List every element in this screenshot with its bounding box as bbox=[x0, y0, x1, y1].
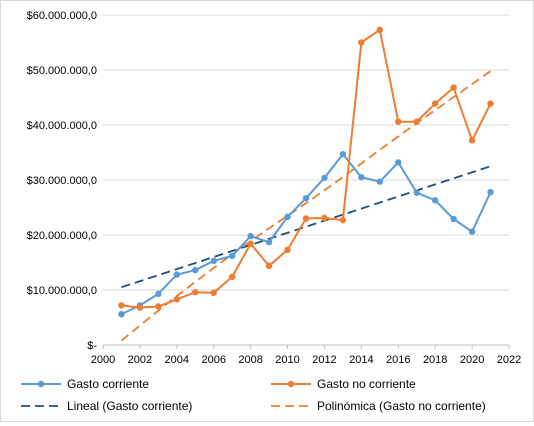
legend-label: Gasto no corriente bbox=[317, 377, 416, 391]
point-gasto-corriente bbox=[487, 188, 494, 196]
point-gasto-corriente bbox=[118, 311, 125, 318]
y-tick-label: $10.000.000,0 bbox=[27, 285, 97, 297]
x-tick-label: 2020 bbox=[460, 354, 484, 366]
point-gasto-no-corriente bbox=[136, 304, 144, 311]
grid-lines bbox=[103, 14, 509, 346]
point-gasto-no-corriente bbox=[339, 216, 347, 224]
legend: Gasto corriente Gasto no corriente Lineal … bbox=[21, 377, 486, 413]
point-gasto-corriente bbox=[192, 267, 199, 274]
point-gasto-corriente bbox=[321, 174, 328, 181]
point-gasto-corriente bbox=[395, 159, 402, 166]
trendlines bbox=[120, 70, 492, 342]
point-gasto-no-corriente bbox=[265, 262, 273, 269]
point-gasto-corriente bbox=[302, 194, 310, 202]
y-tick-label: $60.000.000,0 bbox=[27, 10, 97, 22]
y-tick-label: $- bbox=[87, 340, 97, 352]
legend-polinomica: Polinómica (Gasto no corriente) bbox=[271, 399, 486, 413]
point-gasto-corriente bbox=[155, 290, 162, 298]
point-gasto-corriente bbox=[228, 252, 236, 260]
x-tick-label: 2004 bbox=[165, 354, 189, 366]
trendline-linear-gasto-corriente bbox=[121, 165, 491, 289]
point-gasto-no-corriente bbox=[321, 214, 328, 222]
y-tick-label: $30.000.000,0 bbox=[27, 175, 97, 187]
point-gasto-no-corriente bbox=[228, 273, 236, 280]
point-gasto-corriente bbox=[358, 174, 365, 181]
legend-marker bbox=[37, 380, 45, 388]
point-gasto-no-corriente bbox=[192, 289, 199, 296]
y-tick-label: $50.000.000,0 bbox=[27, 65, 97, 77]
point-gasto-no-corriente bbox=[173, 296, 181, 303]
point-gasto-no-corriente bbox=[395, 118, 402, 125]
legend-gasto-no-corriente: Gasto no corriente bbox=[271, 377, 416, 391]
point-gasto-no-corriente bbox=[210, 289, 217, 296]
legend-label: Lineal (Gasto corriente) bbox=[67, 399, 192, 413]
point-gasto-no-corriente bbox=[431, 100, 439, 107]
y-tick-label: $20.000.000,0 bbox=[27, 230, 97, 242]
point-gasto-no-corriente bbox=[284, 246, 291, 254]
data-series bbox=[118, 26, 494, 318]
legend-lineal: Lineal (Gasto corriente) bbox=[21, 399, 192, 413]
x-tick-label: 2000 bbox=[91, 354, 115, 366]
x-tick-label: 2012 bbox=[312, 354, 336, 366]
point-gasto-corriente bbox=[265, 238, 273, 246]
point-gasto-no-corriente bbox=[155, 303, 162, 310]
x-tick-label: 2006 bbox=[201, 354, 225, 366]
point-gasto-no-corriente bbox=[358, 39, 365, 46]
x-tick-label: 2016 bbox=[386, 354, 410, 366]
point-gasto-no-corriente bbox=[450, 84, 457, 91]
x-tick-label: 2010 bbox=[275, 354, 299, 366]
legend-label: Polinómica (Gasto no corriente) bbox=[317, 399, 486, 413]
point-gasto-corriente bbox=[431, 197, 439, 204]
point-gasto-corriente bbox=[339, 150, 347, 158]
series-line-gasto-no-corriente bbox=[121, 28, 492, 309]
point-gasto-no-corriente bbox=[247, 240, 254, 247]
point-gasto-corriente bbox=[284, 213, 291, 221]
y-axis: $- $10.000.000,0 $20.000.000,0 $30.000.000,… bbox=[27, 10, 98, 352]
trendline-polynomial-gasto-no-corriente bbox=[120, 70, 492, 342]
legend-gasto-corriente: Gasto corriente bbox=[21, 377, 149, 391]
point-gasto-no-corriente bbox=[376, 26, 384, 34]
x-tick-label: 2002 bbox=[128, 354, 152, 366]
point-gasto-no-corriente bbox=[118, 302, 125, 309]
x-axis: 2000 2002 2004 2006 2008 2010 2012 2014 2016 2018… bbox=[91, 345, 521, 366]
point-gasto-corriente bbox=[413, 189, 420, 196]
x-tick-label: 2008 bbox=[238, 354, 262, 366]
x-tick-label: 2022 bbox=[497, 354, 521, 366]
point-gasto-no-corriente bbox=[302, 215, 310, 222]
point-gasto-no-corriente bbox=[413, 118, 420, 125]
legend-label: Gasto corriente bbox=[67, 377, 149, 391]
point-gasto-corriente bbox=[450, 215, 457, 223]
point-gasto-no-corriente bbox=[468, 137, 476, 144]
point-gasto-corriente bbox=[173, 271, 181, 278]
point-gasto-corriente bbox=[247, 232, 254, 240]
point-gasto-no-corriente bbox=[487, 100, 494, 107]
point-gasto-corriente bbox=[210, 257, 217, 265]
legend-marker bbox=[287, 380, 295, 388]
point-gasto-corriente bbox=[376, 178, 384, 185]
x-tick-label: 2018 bbox=[423, 354, 447, 366]
point-gasto-corriente bbox=[468, 228, 476, 235]
x-tick-label: 2014 bbox=[349, 354, 373, 366]
y-tick-label: $40.000.000,0 bbox=[27, 120, 97, 132]
